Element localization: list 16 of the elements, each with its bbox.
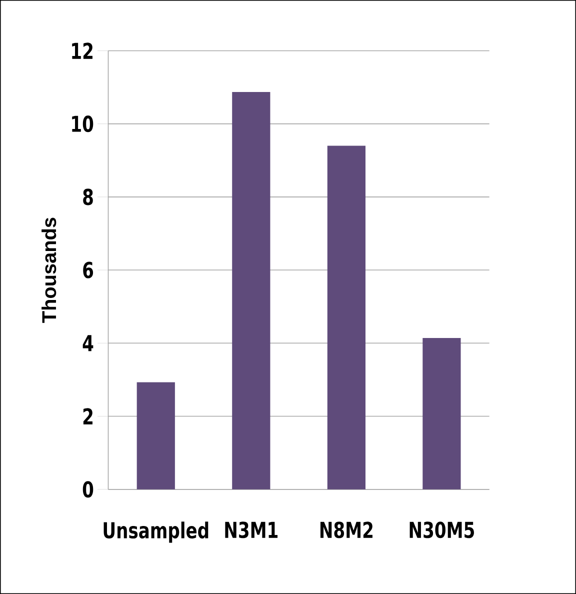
bar [422, 338, 461, 490]
y-axis-title: Thousands [42, 218, 56, 323]
y-tick-label: 8 [83, 188, 93, 206]
y-tick-label: 2 [83, 408, 92, 424]
y-tick-label: 6 [83, 262, 94, 278]
y-tick-label: 10 [72, 116, 94, 132]
bar [232, 92, 270, 490]
x-tick-label: N8M2 [320, 522, 372, 538]
x-tick-label: N3M1 [225, 522, 278, 538]
x-tick-label: Unsampled [104, 522, 208, 543]
bar [136, 382, 175, 490]
bar [327, 146, 366, 490]
y-tick-label: 12 [72, 42, 92, 59]
y-tick-label: 0 [82, 481, 94, 498]
x-tick-label: N30M5 [410, 522, 474, 538]
y-tick-label: 4 [82, 335, 94, 352]
